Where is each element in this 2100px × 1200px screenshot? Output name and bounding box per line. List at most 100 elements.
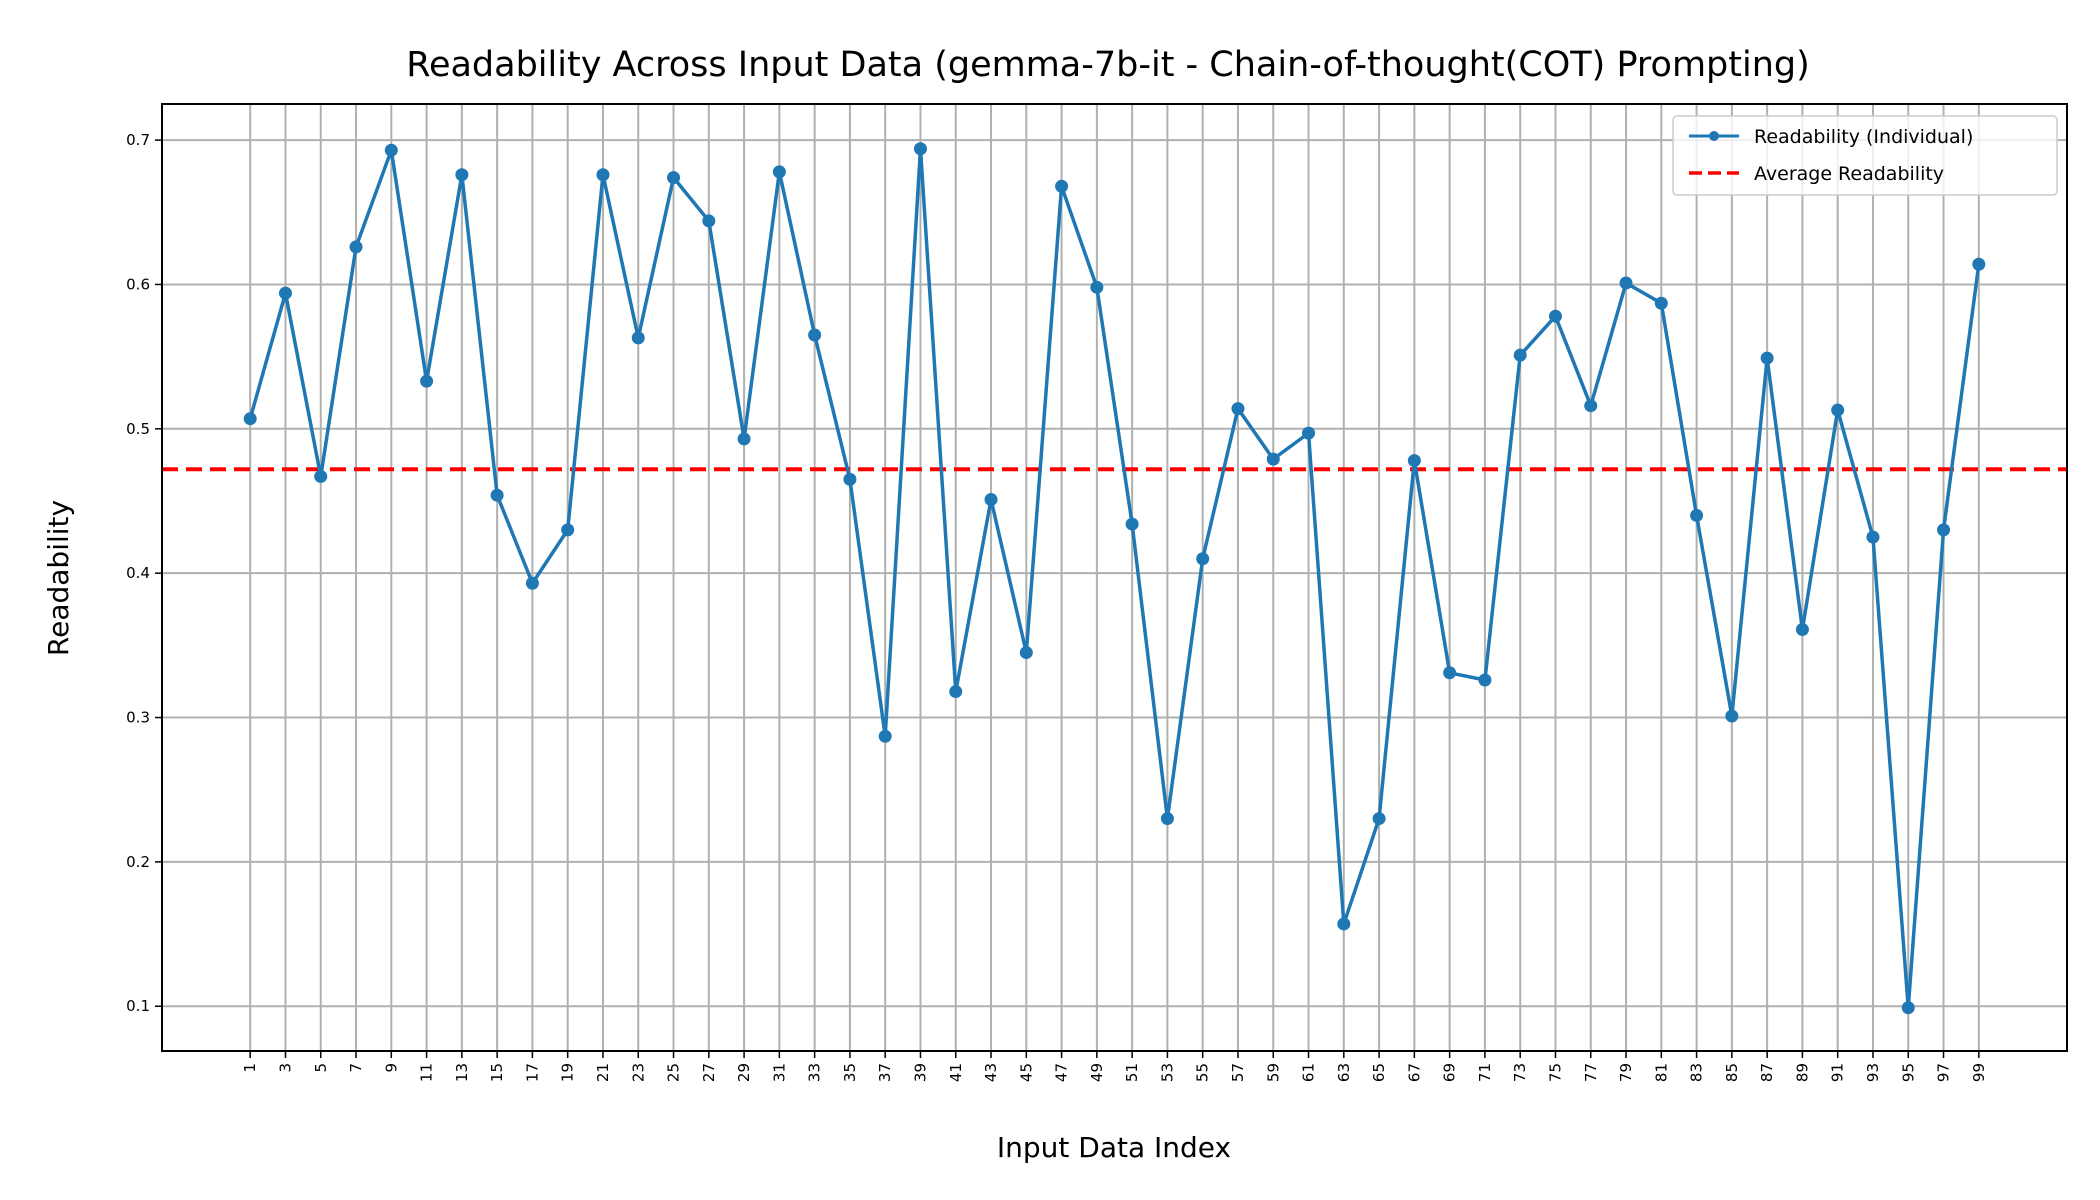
- readability-point: [561, 523, 575, 537]
- series-layer: [243, 142, 1986, 1015]
- readability-point: [1478, 673, 1492, 687]
- readability-point: [596, 168, 610, 182]
- plot-area-frame: [161, 103, 2068, 1052]
- x-tick-label: 75: [1546, 1063, 1564, 1082]
- readability-point: [278, 286, 292, 300]
- readability-series-line: [248, 147, 1981, 1010]
- x-tick-label: 35: [841, 1063, 859, 1082]
- readability-point: [1372, 812, 1386, 826]
- readability-point: [1231, 402, 1245, 416]
- x-tick-label: 11: [418, 1063, 436, 1082]
- readability-point: [1513, 348, 1527, 362]
- x-tick-label: 55: [1194, 1063, 1212, 1082]
- chart-title: Readability Across Input Data (gemma-7b-…: [406, 45, 1810, 85]
- readability-point: [1196, 552, 1210, 566]
- x-axis-ticks: 1 3 5 7 9 11 13 15 17 19 21 23 25 27 29 31 33 35 37 39 41 43 4…: [241, 1051, 1988, 1082]
- x-tick-label: 47: [1053, 1063, 1071, 1082]
- x-tick-label: 25: [665, 1063, 683, 1082]
- y-tick-label: 0.3: [126, 709, 150, 727]
- readability-point: [843, 472, 857, 486]
- readability-point: [1584, 399, 1598, 413]
- x-tick-label: 71: [1476, 1063, 1494, 1082]
- x-tick-label: 3: [276, 1063, 294, 1073]
- x-tick-label: 85: [1723, 1063, 1741, 1082]
- x-tick-label: 37: [876, 1063, 894, 1082]
- readability-point: [384, 143, 398, 157]
- readability-point: [949, 685, 963, 699]
- readability-point: [737, 432, 751, 446]
- x-tick-label: 59: [1264, 1063, 1282, 1082]
- readability-point: [1937, 523, 1951, 537]
- x-tick-label: 15: [488, 1063, 506, 1082]
- y-tick-label: 0.6: [126, 275, 150, 293]
- x-tick-label: 95: [1899, 1063, 1917, 1082]
- x-tick-label: 27: [700, 1063, 718, 1082]
- readability-point: [1337, 917, 1351, 931]
- x-tick-label: 65: [1370, 1063, 1388, 1082]
- grid: [162, 104, 2067, 1051]
- x-tick-label: 19: [559, 1063, 577, 1082]
- x-tick-label: 49: [1088, 1063, 1106, 1082]
- x-tick-label: 39: [911, 1063, 929, 1082]
- x-tick-label: 57: [1229, 1063, 1247, 1082]
- x-tick-label: 43: [982, 1063, 1000, 1082]
- x-tick-label: 77: [1582, 1063, 1600, 1082]
- readability-point: [314, 469, 328, 483]
- legend-box: [1672, 115, 2058, 196]
- x-tick-label: 51: [1123, 1063, 1141, 1082]
- x-tick-label: 17: [523, 1063, 541, 1082]
- readability-point: [1266, 452, 1280, 466]
- x-tick-label: 99: [1970, 1063, 1988, 1082]
- readability-point: [772, 165, 786, 179]
- readability-point: [667, 171, 681, 185]
- readability-point: [1866, 530, 1880, 544]
- x-tick-label: 67: [1405, 1063, 1423, 1082]
- y-axis-label: Readability: [42, 500, 75, 656]
- readability-point: [878, 729, 892, 743]
- x-tick-label: 45: [1017, 1063, 1035, 1082]
- readability-point: [525, 576, 539, 590]
- x-tick-label: 97: [1935, 1063, 1953, 1082]
- readability-point: [243, 412, 257, 426]
- x-tick-label: 13: [453, 1063, 471, 1082]
- x-tick-label: 33: [806, 1063, 824, 1082]
- readability-point: [1055, 179, 1069, 193]
- x-tick-label: 5: [312, 1063, 330, 1073]
- y-tick-label: 0.2: [126, 853, 150, 871]
- readability-point: [1302, 426, 1316, 440]
- x-tick-label: 29: [735, 1063, 753, 1082]
- x-tick-label: 63: [1335, 1063, 1353, 1082]
- readability-point: [808, 328, 822, 342]
- readability-point: [455, 168, 469, 182]
- y-tick-label: 0.1: [126, 997, 150, 1015]
- readability-point: [490, 488, 504, 502]
- y-axis-ticks: 0.1 0.2 0.3 0.4 0.5 0.6 0.7: [126, 131, 162, 1015]
- x-tick-label: 73: [1511, 1063, 1529, 1082]
- readability-point: [1690, 508, 1704, 522]
- readability-point: [1725, 709, 1739, 723]
- x-tick-label: 61: [1300, 1063, 1318, 1082]
- readability-point: [1019, 646, 1033, 660]
- readability-point: [1760, 351, 1774, 365]
- legend: Readability (Individual) Average Readabi…: [1672, 115, 2058, 196]
- readability-point: [631, 331, 645, 345]
- y-tick-label: 0.5: [126, 420, 150, 438]
- readability-point: [913, 142, 927, 156]
- x-tick-label: 83: [1688, 1063, 1706, 1082]
- readability-point: [1619, 276, 1633, 290]
- legend-marker-individual: [1709, 131, 1719, 141]
- x-tick-label: 93: [1864, 1063, 1882, 1082]
- x-tick-label: 91: [1829, 1063, 1847, 1082]
- legend-label-average: Average Readability: [1754, 163, 1944, 185]
- readability-point: [1795, 622, 1809, 636]
- x-tick-label: 81: [1652, 1063, 1670, 1082]
- x-tick-label: 41: [947, 1063, 965, 1082]
- y-tick-label: 0.7: [126, 131, 150, 149]
- readability-point: [1443, 666, 1457, 680]
- readability-point: [1972, 257, 1986, 271]
- readability-point: [1901, 1001, 1915, 1015]
- x-tick-label: 79: [1617, 1063, 1635, 1082]
- readability-point: [1831, 403, 1845, 417]
- readability-point: [1654, 296, 1668, 310]
